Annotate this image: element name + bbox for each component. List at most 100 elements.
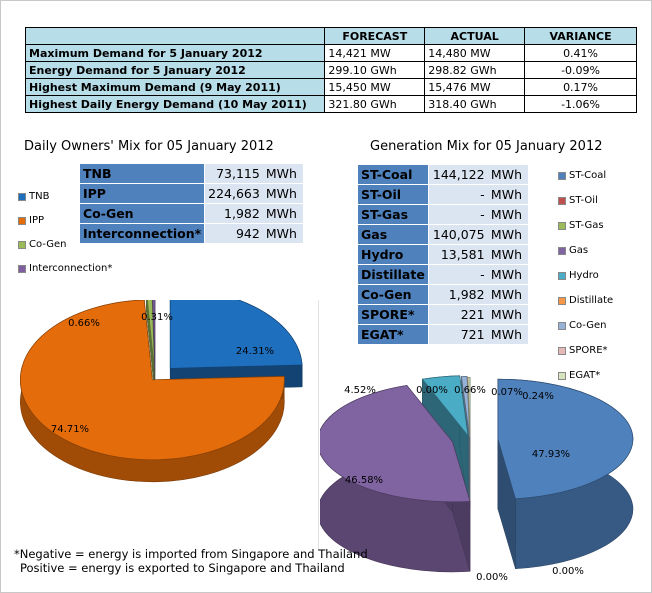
- owners-row: IPP 224,663 MWh: [80, 183, 303, 204]
- generation-row-value: 1,982: [428, 284, 488, 305]
- pie-data-label: 0.07%: [491, 387, 523, 398]
- owners-row-name: TNB: [80, 164, 206, 184]
- generation-row-unit: MWh: [487, 284, 528, 305]
- owners-row-unit: MWh: [262, 164, 303, 184]
- generation-legend-swatch: [558, 322, 566, 330]
- generation-row: EGAT* 721 MWh: [358, 324, 528, 344]
- summary-row-label: Highest Maximum Demand (9 May 2011): [24, 78, 326, 96]
- generation-row-value: 221: [428, 304, 488, 325]
- generation-row-name: SPORE*: [358, 304, 430, 325]
- footnote: *Negative = energy is imported from Sing…: [14, 547, 368, 575]
- summary-actual-value: 318.40: [428, 97, 467, 111]
- summary-forecast-unit: MW: [370, 46, 391, 60]
- owners-pie-chart: 24.31% 74.71% 0.66% 0.31%: [19, 300, 303, 483]
- owners-row-unit: MWh: [262, 203, 303, 224]
- owners-legend-swatch: [18, 241, 26, 249]
- summary-forecast-cell: 299.10 GWh: [324, 61, 426, 79]
- summary-actual-unit: GWh: [470, 63, 497, 77]
- summary-variance: -0.09%: [524, 61, 637, 79]
- generation-row: ST-Coal 144,122 MWh: [358, 165, 528, 185]
- owners-row-name: IPP: [80, 183, 206, 204]
- generation-legend-item: Distillate: [558, 295, 613, 307]
- generation-legend-item: ST-Coal: [558, 170, 613, 182]
- pie-data-label: 0.00%: [552, 566, 584, 577]
- generation-legend-label: Distillate: [569, 295, 614, 306]
- pie-data-label: 0.66%: [68, 318, 100, 329]
- pie-slice-tnb: [169, 300, 303, 369]
- generation-row-name: Co-Gen: [358, 284, 430, 305]
- owners-legend-item: Co-Gen: [18, 239, 112, 251]
- generation-row-unit: MWh: [487, 304, 528, 325]
- summary-header-forecast: FORECAST: [324, 27, 426, 45]
- summary-header-variance: VARIANCE: [524, 27, 637, 45]
- generation-legend-item: EGAT*: [558, 370, 613, 382]
- generation-row-value: 13,581: [428, 244, 488, 265]
- generation-legend-swatch: [558, 247, 566, 255]
- pie-slice-co-gen: [147, 300, 155, 370]
- generation-row-unit: MWh: [487, 264, 528, 285]
- pie-slice-interconnection-: [152, 300, 156, 371]
- owners-row-value: 73,115: [204, 164, 263, 184]
- generation-row-unit: MWh: [487, 165, 528, 185]
- owners-legend-item: Interconnection*: [18, 263, 112, 275]
- generation-legend-swatch: [558, 297, 566, 305]
- generation-legend-label: ST-Oil: [569, 195, 598, 206]
- summary-variance: -1.06%: [524, 95, 637, 113]
- summary-header-actual: ACTUAL: [424, 27, 526, 45]
- generation-row-value: -: [428, 264, 488, 285]
- summary-actual-unit: MW: [470, 80, 491, 94]
- generation-row-name: Hydro: [358, 244, 430, 265]
- generation-row-unit: MWh: [487, 324, 528, 344]
- generation-row-value: 144,122: [428, 165, 488, 185]
- owners-mix-table: TNB 73,115 MWh IPP 224,663 MWh Co-Gen 1,982 MWh I…: [80, 164, 303, 243]
- summary-forecast-value: 299.10: [328, 63, 367, 77]
- owners-row: Co-Gen 1,982 MWh: [80, 203, 303, 224]
- owners-row: TNB 73,115 MWh: [80, 164, 303, 184]
- pie-labels: 47.93% 46.58% 4.52% 0.00% 0.66% 0.07% 0.24% 0.0…: [344, 385, 584, 583]
- generation-row-unit: MWh: [487, 244, 528, 265]
- summary-actual-unit: GWh: [470, 97, 497, 111]
- summary-table: FORECAST ACTUAL VARIANCE Maximum Demand …: [24, 27, 637, 113]
- owners-legend-swatch: [18, 217, 26, 225]
- generation-legend-label: EGAT*: [569, 370, 601, 381]
- summary-forecast-cell: 321.80 GWh: [324, 95, 426, 113]
- generation-legend-swatch: [558, 197, 566, 205]
- generation-legend-swatch: [558, 222, 566, 230]
- generation-legend-item: SPORE*: [558, 345, 613, 357]
- divider: [318, 300, 319, 550]
- pie-slices: [320, 375, 634, 573]
- owners-legend-label: Co-Gen: [29, 239, 67, 250]
- generation-row: Co-Gen 1,982 MWh: [358, 284, 528, 305]
- owners-legend-label: Interconnection*: [29, 263, 113, 274]
- generation-legend-label: ST-Coal: [569, 170, 607, 181]
- generation-row-value: 140,075: [428, 224, 488, 245]
- generation-row-name: Distillate: [358, 264, 430, 285]
- generation-pie-chart: 47.93% 46.58% 4.52% 0.00% 0.66% 0.07% 0.24% 0.0…: [320, 375, 634, 583]
- pie-data-label: 74.71%: [51, 424, 89, 435]
- generation-row-unit: MWh: [487, 224, 528, 245]
- summary-actual-unit: MW: [470, 46, 491, 60]
- summary-row-label: Energy Demand for 5 January 2012: [24, 61, 326, 79]
- generation-legend-item: Co-Gen: [558, 320, 613, 332]
- pie-data-label: 0.31%: [141, 312, 173, 323]
- generation-legend-label: Gas: [569, 245, 589, 256]
- generation-legend-label: SPORE*: [569, 345, 608, 356]
- summary-forecast-unit: GWh: [370, 97, 397, 111]
- generation-row-value: 721: [428, 324, 488, 344]
- owners-mix-title: Daily Owners' Mix for 05 January 2012: [24, 139, 274, 154]
- summary-row-label: Maximum Demand for 5 January 2012: [24, 44, 326, 62]
- summary-actual-cell: 318.40 GWh: [424, 95, 526, 113]
- generation-row-value: -: [428, 184, 488, 205]
- owners-row-value: 224,663: [204, 183, 263, 204]
- generation-legend-swatch: [558, 172, 566, 180]
- summary-row-label: Highest Daily Energy Demand (10 May 2011…: [24, 95, 326, 113]
- pie-data-label: 0.00%: [476, 572, 508, 583]
- generation-row-name: ST-Coal: [358, 165, 430, 185]
- generation-row: ST-Gas - MWh: [358, 204, 528, 225]
- generation-legend-swatch: [558, 272, 566, 280]
- pie-data-label: 0.24%: [522, 391, 554, 402]
- generation-row-name: Gas: [358, 224, 430, 245]
- pie-data-label: 24.31%: [236, 346, 274, 357]
- generation-legend-item: Hydro: [558, 270, 613, 282]
- footnote-line-1: *Negative = energy is imported from Sing…: [14, 547, 368, 561]
